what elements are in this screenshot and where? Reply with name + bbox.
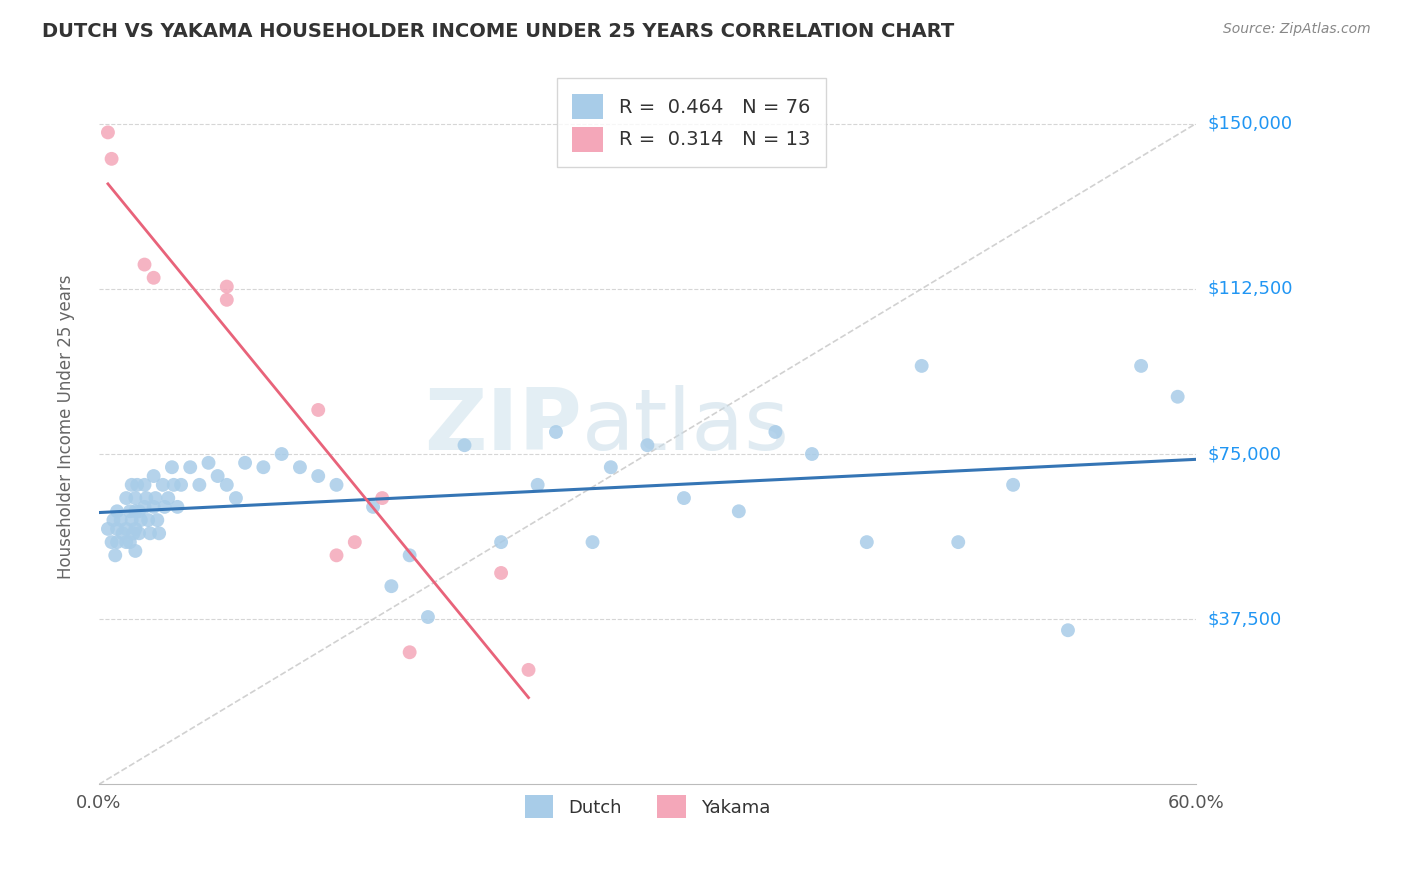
Point [134, 478, 156, 492]
Point [148, 526, 170, 541]
Text: $150,000: $150,000 [1208, 114, 1292, 133]
Point [672, 491, 695, 505]
Point [166, 500, 188, 514]
Point [100, 535, 122, 549]
Point [270, 447, 292, 461]
Point [124, 544, 146, 558]
Point [307, 403, 329, 417]
Point [100, 152, 122, 166]
Point [544, 425, 567, 439]
Point [157, 491, 180, 505]
Point [911, 359, 934, 373]
Point [207, 469, 229, 483]
Point [489, 566, 512, 580]
Point [380, 579, 402, 593]
Point [1002, 478, 1025, 492]
Point [115, 535, 138, 549]
Point [135, 491, 157, 505]
Point [110, 513, 132, 527]
Text: DUTCH VS YAKAMA HOUSEHOLDER INCOME UNDER 25 YEARS CORRELATION CHART: DUTCH VS YAKAMA HOUSEHOLDER INCOME UNDER… [42, 22, 955, 41]
Point [128, 526, 150, 541]
Point [179, 460, 201, 475]
Point [115, 522, 138, 536]
Y-axis label: Householder Income Under 25 years: Householder Income Under 25 years [58, 274, 75, 579]
Point [361, 500, 384, 514]
Point [105, 504, 128, 518]
Point [142, 500, 165, 514]
Point [97, 522, 120, 536]
Point [325, 549, 347, 563]
Point [145, 491, 167, 505]
Point [489, 535, 512, 549]
Point [124, 504, 146, 518]
Point [1130, 359, 1153, 373]
Point [215, 293, 238, 307]
Point [581, 535, 603, 549]
Point [153, 500, 176, 514]
Point [146, 513, 169, 527]
Point [1057, 624, 1080, 638]
Text: ZIP: ZIP [423, 385, 582, 468]
Point [398, 645, 420, 659]
Point [398, 549, 420, 563]
Point [160, 460, 183, 475]
Text: $37,500: $37,500 [1208, 610, 1281, 628]
Point [124, 522, 146, 536]
Point [517, 663, 540, 677]
Legend: Dutch, Yakama: Dutch, Yakama [517, 788, 778, 825]
Point [163, 478, 186, 492]
Point [105, 535, 128, 549]
Point [118, 504, 141, 518]
Point [134, 258, 156, 272]
Point [215, 478, 238, 492]
Text: $75,000: $75,000 [1208, 445, 1281, 463]
Point [128, 504, 150, 518]
Point [453, 438, 475, 452]
Point [111, 526, 134, 541]
Point [1167, 390, 1189, 404]
Point [124, 491, 146, 505]
Point [636, 438, 658, 452]
Text: Source: ZipAtlas.com: Source: ZipAtlas.com [1223, 22, 1371, 37]
Point [948, 535, 970, 549]
Point [252, 460, 274, 475]
Point [215, 279, 238, 293]
Point [121, 478, 143, 492]
Point [371, 491, 394, 505]
Point [115, 491, 138, 505]
Point [152, 478, 174, 492]
Point [233, 456, 256, 470]
Point [225, 491, 247, 505]
Point [188, 478, 211, 492]
Point [105, 522, 128, 536]
Point [139, 526, 162, 541]
Point [103, 513, 125, 527]
Point [727, 504, 749, 518]
Point [197, 456, 219, 470]
Point [416, 610, 439, 624]
Text: atlas: atlas [582, 385, 790, 468]
Point [170, 478, 193, 492]
Point [122, 526, 145, 541]
Point [763, 425, 786, 439]
Point [121, 513, 143, 527]
Point [343, 535, 366, 549]
Point [104, 549, 127, 563]
Point [288, 460, 311, 475]
Point [127, 478, 149, 492]
Point [800, 447, 823, 461]
Point [118, 535, 141, 549]
Point [136, 513, 159, 527]
Point [526, 478, 548, 492]
Point [97, 125, 120, 139]
Point [142, 270, 165, 285]
Point [142, 469, 165, 483]
Text: $112,500: $112,500 [1208, 280, 1292, 298]
Point [129, 513, 152, 527]
Point [856, 535, 879, 549]
Point [134, 500, 156, 514]
Point [599, 460, 621, 475]
Point [307, 469, 329, 483]
Point [325, 478, 347, 492]
